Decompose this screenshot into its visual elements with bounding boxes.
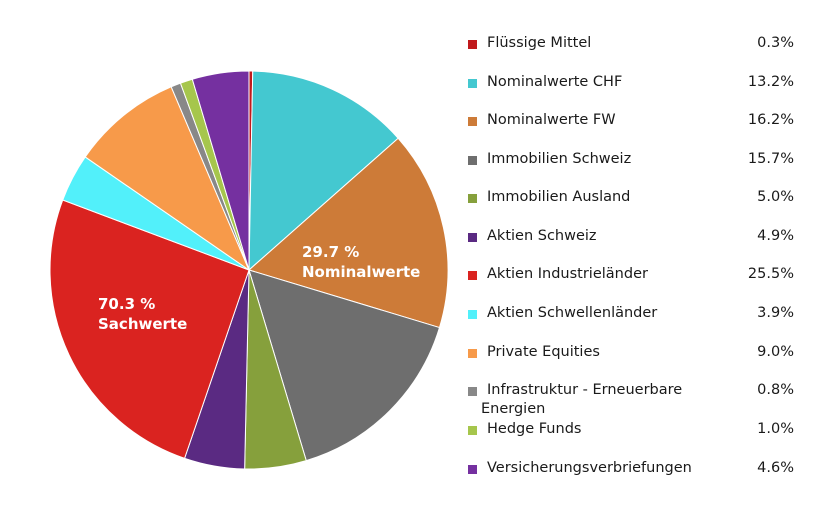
legend-label: Flüssige Mittel — [487, 35, 592, 51]
legend-value: 4.6% — [757, 460, 794, 476]
legend-swatch — [468, 349, 477, 358]
annotation-sachwerte: 70.3 % Sachwerte — [98, 294, 187, 334]
legend-label: Immobilien Ausland — [487, 189, 631, 205]
legend-value: 0.8% — [757, 382, 794, 398]
legend-label: Immobilien Schweiz — [487, 151, 632, 167]
legend-label: Versicherungsverbriefungen — [487, 460, 692, 476]
legend-label-line2: Energien — [481, 401, 546, 417]
legend-swatch — [468, 194, 477, 203]
legend-value: 0.3% — [757, 35, 794, 51]
annotation-nominalwerte: 29.7 % Nominalwerte — [302, 242, 420, 282]
legend-label: Infrastruktur - Erneuerbare — [487, 382, 683, 398]
legend-value: 1.0% — [757, 421, 794, 437]
pie-slice-aktien-industriel-nder — [49, 199, 250, 459]
legend-label: Nominalwerte FW — [487, 112, 616, 128]
legend-label: Aktien Industrieländer — [487, 266, 648, 282]
annotation-percent: 29.7 % — [302, 243, 360, 261]
pie-slice-private-equities — [84, 86, 251, 272]
legend-value: 15.7% — [747, 151, 794, 167]
legend-value: 3.9% — [757, 305, 794, 321]
legend-swatch — [468, 156, 477, 165]
legend-label: Private Equities — [487, 344, 600, 360]
legend-label: Aktien Schweiz — [487, 228, 597, 244]
legend-swatch — [468, 79, 477, 88]
pie-slice-nominalwerte-fw — [247, 137, 449, 329]
legend-swatch — [468, 426, 477, 435]
legend-swatch — [468, 310, 477, 319]
legend-value: 16.2% — [747, 112, 794, 128]
legend-value: 13.2% — [747, 74, 794, 90]
annotation-percent: 70.3 % — [98, 295, 156, 313]
annotation-label: Nominalwerte — [302, 263, 421, 281]
legend-swatch — [468, 117, 477, 126]
legend-value: 5.0% — [757, 189, 794, 205]
legend-swatch — [468, 387, 477, 396]
legend-value: 25.5% — [747, 266, 794, 282]
legend-value: 4.9% — [757, 228, 794, 244]
legend-label: Nominalwerte CHF — [487, 74, 623, 90]
pie-slice-versicherungsverbriefungen — [191, 70, 250, 271]
pie-slice-immobilien-schweiz — [248, 269, 441, 462]
legend-label: Aktien Schwellenländer — [487, 305, 658, 321]
legend-label: Hedge Funds — [487, 421, 582, 437]
annotation-label: Sachwerte — [98, 315, 188, 333]
legend-swatch — [468, 40, 477, 49]
legend-swatch — [468, 271, 477, 280]
legend-value: 9.0% — [757, 344, 794, 360]
pie-slice-nominalwerte-chf — [248, 70, 399, 272]
legend-swatch — [468, 233, 477, 242]
legend-swatch — [468, 465, 477, 474]
